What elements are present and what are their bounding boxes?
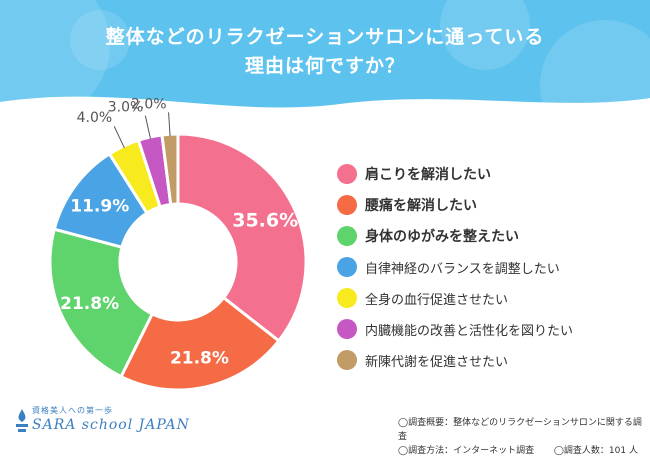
legend-label-7: 新陳代謝を促進させたい — [365, 355, 509, 370]
legend-label-2: 腰痛を解消したい — [365, 198, 477, 214]
legend-swatch-5 — [337, 288, 357, 308]
legend-swatch-2 — [337, 195, 357, 215]
survey-count: ◯調査人数：101 人 — [553, 446, 638, 456]
pie-slice-2 — [119, 295, 281, 392]
legend-swatch-3 — [337, 226, 357, 246]
decor-bubble — [70, 10, 130, 70]
pie-slice-7 — [160, 132, 180, 207]
slice-value-label-4: 11.9% — [70, 197, 129, 217]
legend-swatch-4 — [337, 257, 357, 277]
logo-tagline: 資格美人への第一歩 — [32, 406, 113, 415]
survey-info: ◯調査概要：整体などのリラクゼーションサロンに関する調査 ◯調査方法：インターネ… — [398, 416, 650, 458]
legend-label-4: 自律神経のバランスを調整したい — [365, 262, 560, 277]
chart-title-line1: 整体などのリラクゼーションサロンに通っている — [105, 26, 545, 48]
slice-value-label-1: 35.6% — [232, 210, 298, 232]
leader-line-7 — [168, 112, 171, 137]
survey-overview: ◯調査概要：整体などのリラクゼーションサロンに関する調査 — [398, 418, 642, 442]
logo-name: SARA school JAPAN — [32, 417, 190, 433]
legend-label-5: 全身の血行促進させたい — [365, 293, 509, 308]
pie-slice-3 — [48, 227, 155, 379]
legend-label-6: 内臓機能の改善と活性化を図りたい — [365, 324, 574, 339]
chart-title-line2: 理由は何ですか？ — [244, 55, 405, 77]
legend-label-3: 身体のゆがみを整えたい — [365, 229, 519, 245]
pie-slice-1 — [176, 132, 308, 343]
decor-bubble — [440, 0, 530, 70]
logo-mark-icon — [16, 409, 28, 432]
slice-value-label-6: 3.0% — [108, 100, 144, 116]
header-banner: 整体などのリラクゼーションサロンに通っている 理由は何ですか？ — [0, 0, 650, 120]
survey-method: ◯調査方法：インターネット調査 — [398, 446, 535, 456]
slice-value-label-7: 2.0% — [131, 96, 167, 112]
slice-value-label-2: 21.8% — [170, 349, 229, 369]
slice-value-label-5: 4.0% — [77, 110, 113, 126]
legend-label-1: 肩こりを解消したい — [365, 167, 491, 183]
legend-swatch-6 — [337, 319, 357, 339]
legend-swatch-1 — [337, 164, 357, 184]
brand-logo: 資格美人への第一歩 SARA school JAPAN — [14, 405, 224, 445]
legend-swatch-7 — [337, 350, 357, 370]
slice-value-label-3: 21.8% — [60, 294, 119, 314]
header-wave — [0, 96, 650, 120]
leader-line-6 — [144, 115, 152, 140]
leader-line-5 — [113, 126, 125, 149]
